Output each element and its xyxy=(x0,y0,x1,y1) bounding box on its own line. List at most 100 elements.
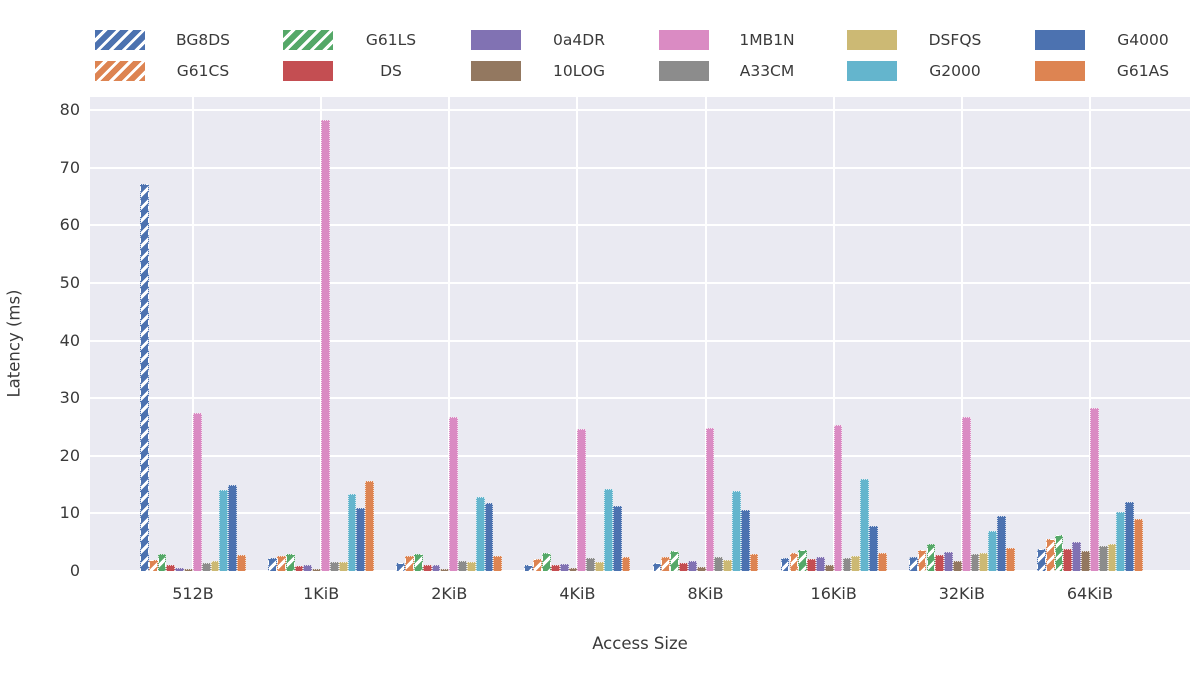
gridline-y-60 xyxy=(90,224,1190,227)
chart-legend: BG8DS G61CS G61LS DS 0a4DR 10LOG 1MB1N A33CM DSF… xyxy=(0,0,1200,95)
bar-G2000-32KiB xyxy=(988,530,998,571)
bar-DS-4KiB xyxy=(550,565,560,571)
gridline-x-512B xyxy=(192,97,194,571)
bar-G2000-64KiB xyxy=(1116,511,1126,571)
bar-G2000-4KiB xyxy=(603,488,613,571)
bar-G61CS-64KiB xyxy=(1045,538,1055,571)
bar-BG8DS-2KiB xyxy=(396,562,406,571)
x-tick-label-16KiB: 16KiB xyxy=(810,584,857,603)
bar-G61AS-64KiB xyxy=(1134,518,1143,571)
bar-BG8DS-16KiB xyxy=(780,558,790,571)
bar-G61CS-8KiB xyxy=(661,556,671,571)
x-tick-label-4KiB: 4KiB xyxy=(559,584,596,603)
bar-1MB1N-4KiB xyxy=(577,428,587,571)
legend-swatch-G61CS xyxy=(95,61,145,81)
bar-G61AS-32KiB xyxy=(1005,547,1015,571)
bar-G4000-512B xyxy=(228,484,238,571)
legend-swatch-DS xyxy=(283,61,333,81)
y-tick-label-40: 40 xyxy=(59,330,80,350)
bar-DSFQS-16KiB xyxy=(851,556,861,571)
bar-A33CM-8KiB xyxy=(714,556,724,571)
bar-1MB1N-8KiB xyxy=(705,428,715,571)
x-tick-label-2KiB: 2KiB xyxy=(431,584,468,603)
bar-G4000-8KiB xyxy=(740,509,750,571)
bar-G4000-64KiB xyxy=(1125,501,1135,571)
bar-1MB1N-1KiB xyxy=(321,119,330,571)
bar-0a4DR-32KiB xyxy=(944,551,953,571)
bar-DS-1KiB xyxy=(294,565,304,571)
bar-DSFQS-32KiB xyxy=(979,552,989,571)
bar-DSFQS-4KiB xyxy=(595,561,604,571)
bar-DS-8KiB xyxy=(679,562,688,571)
legend-swatch-G61AS xyxy=(1035,61,1085,81)
bar-0a4DR-512B xyxy=(175,568,185,571)
gridline-x-2KiB xyxy=(448,97,451,571)
bar-0a4DR-1KiB xyxy=(303,564,313,571)
bar-DS-2KiB xyxy=(422,565,432,571)
gridline-y-80 xyxy=(90,109,1190,111)
bar-1MB1N-512B xyxy=(192,412,202,571)
gridline-y-0 xyxy=(90,570,1190,572)
legend-label-G61LS: G61LS xyxy=(365,31,417,49)
bar-DSFQS-64KiB xyxy=(1107,544,1117,571)
y-tick-label-0: 0 xyxy=(69,561,80,580)
bar-0a4DR-8KiB xyxy=(687,560,697,571)
bar-G2000-16KiB xyxy=(860,479,869,571)
x-axis-title: Access Size xyxy=(592,634,688,653)
bar-G4000-1KiB xyxy=(356,507,366,571)
y-tick-label-80: 80 xyxy=(59,100,80,119)
bar-DSFQS-512B xyxy=(210,560,220,571)
bar-DS-32KiB xyxy=(935,555,945,571)
bar-0a4DR-4KiB xyxy=(559,564,569,571)
bar-G61CS-512B xyxy=(148,560,158,571)
legend-label-DS: DS xyxy=(380,62,402,80)
gridline-x-16KiB xyxy=(832,97,835,571)
bar-G61AS-4KiB xyxy=(621,556,631,571)
bar-DS-16KiB xyxy=(807,559,816,571)
bar-BG8DS-64KiB xyxy=(1036,549,1046,571)
bar-G2000-2KiB xyxy=(475,496,485,571)
bar-G61LS-1KiB xyxy=(285,553,295,571)
bar-G61CS-1KiB xyxy=(276,556,286,571)
bar-G61CS-16KiB xyxy=(789,552,799,571)
bar-1MB1N-16KiB xyxy=(833,425,843,571)
legend-swatch-1MB1N xyxy=(659,30,709,50)
gridline-x-32KiB xyxy=(960,97,963,571)
bar-G61LS-8KiB xyxy=(670,550,680,571)
bar-DS-64KiB xyxy=(1063,549,1073,571)
bar-10LOG-8KiB xyxy=(696,566,706,571)
bar-BG8DS-1KiB xyxy=(268,558,277,571)
bar-10LOG-64KiB xyxy=(1081,551,1090,571)
legend-label-1MB1N: 1MB1N xyxy=(739,31,795,49)
bar-G61AS-16KiB xyxy=(877,552,887,571)
bar-A33CM-2KiB xyxy=(458,561,467,571)
bar-G4000-2KiB xyxy=(484,503,494,571)
y-tick-label-60: 60 xyxy=(59,215,80,235)
bar-G61CS-2KiB xyxy=(405,556,414,571)
bar-10LOG-16KiB xyxy=(824,565,834,571)
legend-label-10LOG: 10LOG xyxy=(552,62,606,80)
gridline-x-64KiB xyxy=(1088,97,1091,571)
legend-swatch-G4000 xyxy=(1035,30,1085,50)
bar-DS-512B xyxy=(166,564,176,571)
plot-area xyxy=(90,97,1190,572)
legend-label-DSFQS: DSFQS xyxy=(928,31,982,49)
legend-label-G2000: G2000 xyxy=(929,62,981,80)
bar-1MB1N-2KiB xyxy=(449,416,459,571)
bar-10LOG-1KiB xyxy=(312,568,322,571)
legend-label-BG8DS: BG8DS xyxy=(175,31,230,49)
legend-swatch-0a4DR xyxy=(471,30,521,50)
y-tick-label-30: 30 xyxy=(59,388,80,408)
bar-G61LS-32KiB xyxy=(926,544,936,571)
bar-DSFQS-1KiB xyxy=(338,562,348,571)
y-tick-label-10: 10 xyxy=(59,503,80,523)
y-tick-label-20: 20 xyxy=(59,445,80,465)
bar-BG8DS-4KiB xyxy=(524,565,534,571)
legend-label-0a4DR: 0a4DR xyxy=(553,31,605,49)
bar-0a4DR-64KiB xyxy=(1072,542,1082,571)
legend-swatch-DSFQS xyxy=(847,30,897,50)
gridline-y-50 xyxy=(90,281,1190,284)
bar-A33CM-4KiB xyxy=(586,558,596,571)
legend-swatch-10LOG xyxy=(471,61,521,81)
